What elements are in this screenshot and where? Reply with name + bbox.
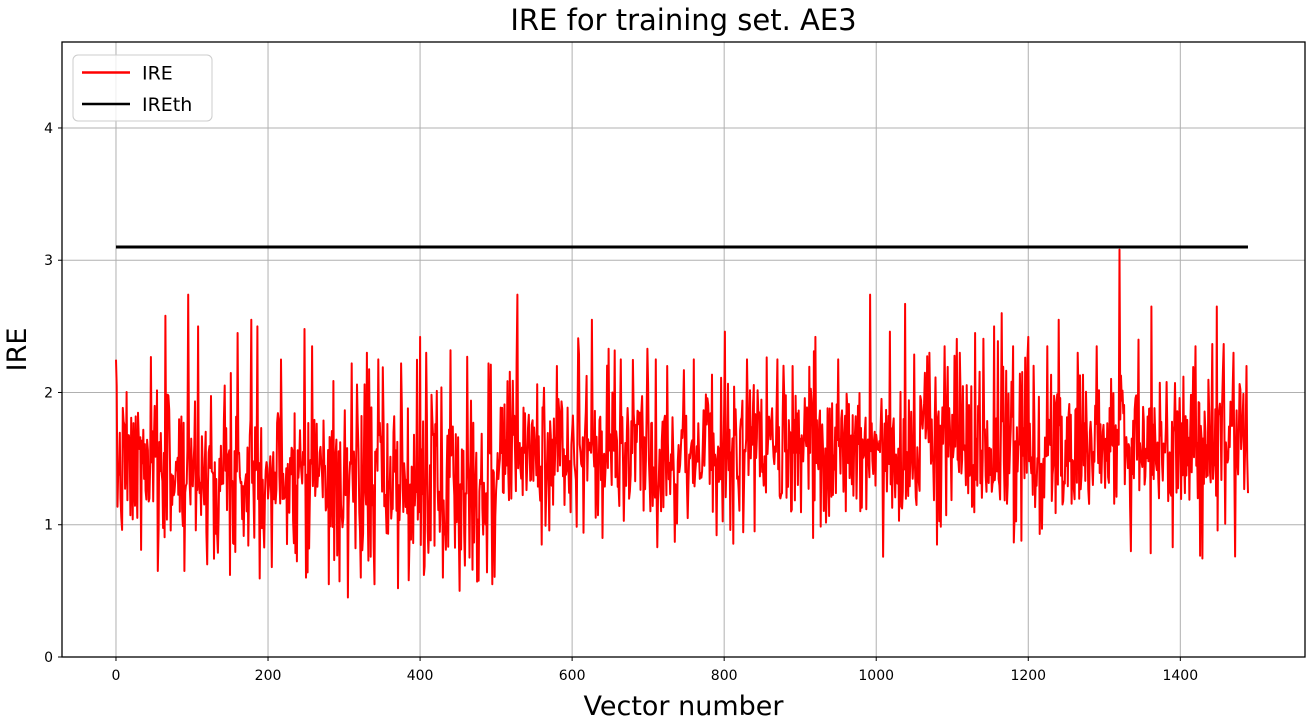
chart-title: IRE for training set. AE3 xyxy=(510,3,856,37)
x-axis-label: Vector number xyxy=(584,691,785,722)
y-tick-label: 1 xyxy=(44,518,53,534)
legend: IRE IREth xyxy=(72,54,213,122)
x-tick-label: 1000 xyxy=(858,668,894,684)
y-tick-label: 2 xyxy=(44,385,53,401)
y-tick-label: 3 xyxy=(44,253,53,269)
plot-border xyxy=(61,41,1306,658)
x-tick-label: 800 xyxy=(711,668,738,684)
legend-label-ireth: IREth xyxy=(142,94,192,116)
legend-label-ire: IRE xyxy=(142,63,173,85)
y-axis-label: IRE xyxy=(2,328,33,372)
x-tick-label: 600 xyxy=(559,668,586,684)
x-tick-label: 0 xyxy=(112,668,121,684)
x-tick-label: 1400 xyxy=(1162,668,1198,684)
axes-background xyxy=(62,42,1305,657)
x-tick-label: 1200 xyxy=(1010,668,1046,684)
x-tick-label: 400 xyxy=(407,668,434,684)
y-tick-label: 4 xyxy=(44,121,53,137)
ticks-layer: 0 200 400 600 800 1000 1200 1400 0 1 2 3 4 xyxy=(44,121,1198,684)
y-tick-label: 0 xyxy=(44,650,53,666)
ire-series-line xyxy=(115,248,1249,599)
x-tick-label: 200 xyxy=(255,668,282,684)
series-layer xyxy=(115,245,1249,599)
